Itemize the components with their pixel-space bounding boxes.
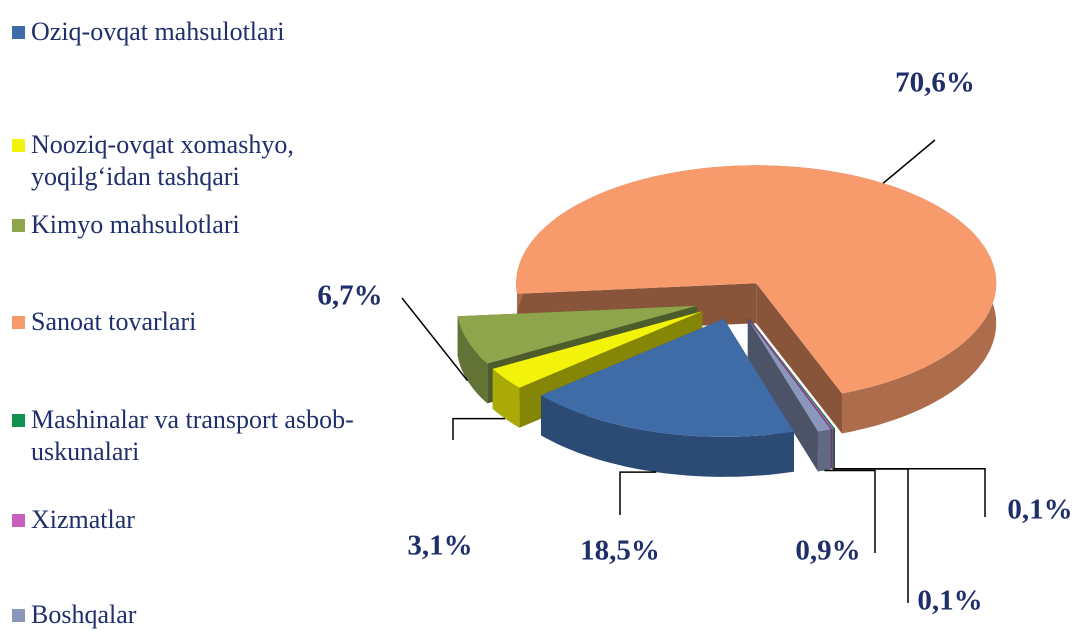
legend-swatch: [12, 316, 25, 329]
pie-slice: [492, 311, 703, 388]
leader-line: [824, 469, 876, 553]
legend-label: Nooziq-ovqat xomashyo, yoqilg‘idan tashq…: [31, 130, 294, 191]
leader-line: [882, 139, 936, 184]
leader-line: [619, 471, 657, 515]
slice-side: [457, 316, 488, 404]
pie-slice: [516, 165, 997, 394]
legend-swatch: [12, 514, 25, 527]
leader-line: [832, 468, 909, 603]
slice-side: [756, 283, 842, 434]
data-label: 6,7%: [317, 280, 382, 312]
slice-side: [747, 318, 818, 472]
legend-item: Oziq-ovqat mahsulotlari: [12, 16, 284, 48]
legend-label: Mashinalar va transport asbob-uskunalari: [31, 405, 354, 466]
slice-side: [832, 428, 834, 470]
legend-swatch: [12, 609, 25, 622]
pie-slice: [747, 318, 831, 432]
legend-item: Mashinalar va transport asbob-uskunalari: [12, 404, 361, 468]
legend-item: Nooziq-ovqat xomashyo, yoqilg‘idan tashq…: [12, 129, 361, 193]
legend-label: Sanoat tovarlari: [31, 307, 197, 336]
slice-side: [817, 429, 831, 472]
data-label: 70,6%: [895, 67, 975, 99]
legend-item: Boshqalar: [12, 599, 136, 631]
legend-item: Xizmatlar: [12, 504, 135, 536]
data-label: 18,5%: [580, 535, 660, 567]
data-label: 0,1%: [917, 585, 982, 617]
leader-line: [401, 297, 469, 382]
legend-label: Oziq-ovqat mahsulotlari: [31, 17, 285, 46]
legend-swatch: [12, 414, 25, 427]
legend-label: Boshqalar: [31, 600, 137, 629]
slice-side: [492, 368, 520, 428]
legend-swatch: [12, 219, 25, 232]
legend-label: Xizmatlar: [31, 505, 135, 534]
legend-label: Kimyo mahsulotlari: [31, 210, 240, 239]
pie-slice: [749, 318, 834, 430]
data-label: 3,1%: [407, 530, 472, 562]
slice-side: [833, 428, 835, 469]
legend-swatch: [12, 139, 25, 152]
data-label: 0,9%: [795, 535, 860, 567]
data-label: 0,1%: [1007, 494, 1072, 526]
leader-line: [452, 417, 506, 440]
pie-slice: [541, 318, 794, 437]
slice-side: [492, 311, 703, 409]
slice-side: [541, 395, 794, 477]
leader-line: [834, 467, 986, 517]
pie-slice: [457, 305, 697, 364]
pie-slice: [749, 318, 835, 429]
legend-swatch: [12, 26, 25, 39]
legend-item: Sanoat tovarlari: [12, 306, 196, 338]
legend-item: Kimyo mahsulotlari: [12, 209, 240, 241]
